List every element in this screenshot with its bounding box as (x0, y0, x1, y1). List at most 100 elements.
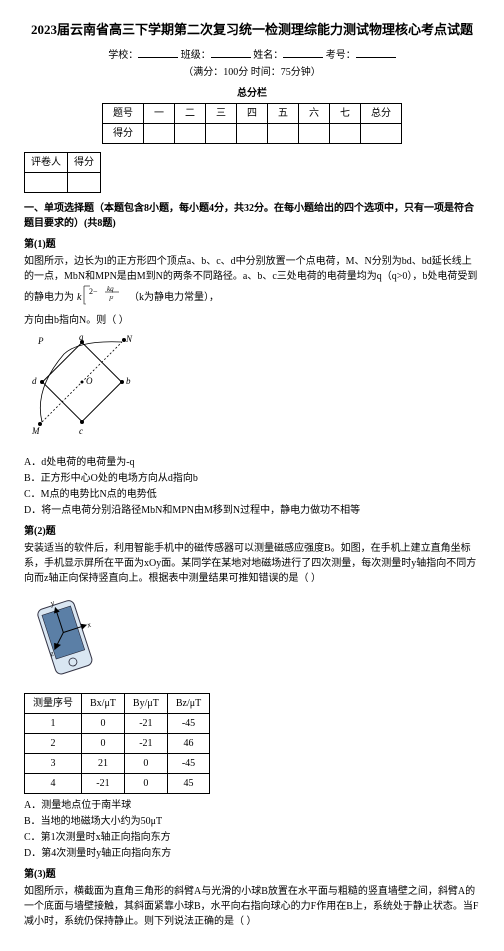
q2-label: 第(2)题 (24, 524, 480, 539)
cell: 测量序号 (25, 693, 82, 713)
label-a: a (79, 334, 84, 342)
score-caption: 总分栏 (24, 86, 480, 101)
choice-a: A．测量地点位于南半球 (24, 798, 480, 813)
label-M: M (31, 426, 40, 436)
table-row: 测量序号 Bx/μT By/μT Bz/μT (25, 693, 210, 713)
cell: -45 (167, 713, 209, 733)
q1-choices: A．d处电荷的电荷量为-q B．正方形中心O处的电场方向从d指向b C．M点的电… (24, 455, 480, 518)
name-blank (283, 46, 323, 58)
svg-text:k: k (77, 292, 82, 303)
cell (144, 123, 175, 143)
q1-body-2: （k为静电力常量）， (129, 291, 219, 302)
q2-data-table: 测量序号 Bx/μT By/μT Bz/μT 1 0 -21 -45 2 0 -… (24, 693, 210, 794)
cell: 0 (124, 753, 167, 773)
formula-icon: k 2− kq l² (77, 284, 127, 311)
grader-table: 评卷人 得分 (24, 152, 101, 193)
cell: 46 (167, 733, 209, 753)
svg-text:kq: kq (107, 285, 114, 293)
cell: -21 (82, 773, 125, 793)
q2-choices: A．测量地点位于南半球 B．当地的地磁场大小约为50μT C．第1次测量时x轴正… (24, 798, 480, 861)
cell: 21 (82, 753, 125, 773)
choice-d: D．第4次测量时y轴正向指向东方 (24, 846, 480, 861)
cell: 3 (25, 753, 82, 773)
school-label: 学校： (108, 50, 138, 61)
table-row: 1 0 -21 -45 (25, 713, 210, 733)
cell (206, 123, 237, 143)
cell: 二 (175, 103, 206, 123)
label-b: b (126, 376, 131, 386)
cell: 2 (25, 733, 82, 753)
cell: 四 (237, 103, 268, 123)
choice-a: A．d处电荷的电荷量为-q (24, 455, 480, 470)
examno-label: 考号： (326, 50, 356, 61)
cell: -45 (167, 753, 209, 773)
cell (175, 123, 206, 143)
cell (25, 172, 68, 192)
cell: 七 (330, 103, 361, 123)
cell: 得分 (68, 152, 101, 172)
cell: 45 (167, 773, 209, 793)
score-table: 题号 一 二 三 四 五 六 七 总分 得分 (102, 103, 402, 144)
table-row: 题号 一 二 三 四 五 六 七 总分 (103, 103, 402, 123)
page-title: 2023届云南省高三下学期第二次复习统一检测理综能力测试物理核心考点试题 (24, 20, 480, 40)
cell: Bz/μT (167, 693, 209, 713)
cell (299, 123, 330, 143)
label-O: O (86, 376, 93, 386)
cell: 1 (25, 713, 82, 733)
cell (361, 123, 402, 143)
cell (68, 172, 101, 192)
label-c: c (79, 426, 83, 436)
cell: 4 (25, 773, 82, 793)
choice-c: C．第1次测量时x轴正向指向东方 (24, 830, 480, 845)
cell: -21 (124, 733, 167, 753)
cell (330, 123, 361, 143)
choice-b: B．当地的地磁场大小约为50μT (24, 814, 480, 829)
section-heading: 一、单项选择题（本题包含8小题，每小题4分，共32分。在每小题给出的四个选项中，… (24, 201, 480, 231)
cell: 评卷人 (25, 152, 68, 172)
cell: 得分 (103, 123, 144, 143)
label-N: N (125, 334, 133, 344)
cell: -21 (124, 713, 167, 733)
choice-d: D．将一点电荷分别沿路径MbN和MPN由M移到N过程中，静电力做功不相等 (24, 503, 480, 518)
table-row: 得分 (103, 123, 402, 143)
cell: 0 (82, 733, 125, 753)
cell: 六 (299, 103, 330, 123)
cell: 0 (124, 773, 167, 793)
table-row: 3 21 0 -45 (25, 753, 210, 773)
q2-body: 安装适当的软件后，利用智能手机中的磁传感器可以测量磁感应强度B。如图，在手机上建… (24, 541, 480, 586)
q1-label: 第(1)题 (24, 237, 480, 252)
table-row: 4 -21 0 45 (25, 773, 210, 793)
examno-blank (356, 46, 396, 58)
cell: 三 (206, 103, 237, 123)
cell: Bx/μT (82, 693, 125, 713)
class-blank (211, 46, 251, 58)
class-label: 班级： (181, 50, 211, 61)
cell: 一 (144, 103, 175, 123)
school-blank (138, 46, 178, 58)
cell (237, 123, 268, 143)
q1-diagram: P a b c d O M N (24, 334, 480, 449)
svg-text:l²: l² (109, 295, 114, 303)
cell (268, 123, 299, 143)
choice-b: B．正方形中心O处的电场方向从d指向b (24, 471, 480, 486)
table-row (25, 172, 101, 192)
label-d: d (32, 376, 37, 386)
table-row: 评卷人 得分 (25, 152, 101, 172)
q3-label: 第(3)题 (24, 867, 480, 882)
cell: 0 (82, 713, 125, 733)
q3-body: 如图所示，横截面为直角三角形的斜臂A与光滑的小球B放置在水平面与粗糙的竖直墙壁之… (24, 884, 480, 929)
meta-line-fields: 学校： 班级： 姓名： 考号： (24, 46, 480, 63)
cell: By/μT (124, 693, 167, 713)
choice-c: C．M点的电势比N点的电势低 (24, 487, 480, 502)
label-P: P (37, 336, 44, 346)
q1-body: 如图所示，边长为l的正方形四个顶点a、b、c、d中分别放置一个点电荷，M、N分别… (24, 254, 480, 311)
q1-body-3: 方向由b指向N。则（ ） (24, 313, 480, 328)
name-label: 姓名： (253, 50, 283, 61)
cell: 题号 (103, 103, 144, 123)
cell: 五 (268, 103, 299, 123)
svg-text:2−: 2− (89, 287, 98, 296)
table-row: 2 0 -21 46 (25, 733, 210, 753)
cell: 总分 (361, 103, 402, 123)
duration-line: （满分：100分 时间：75分钟） (24, 65, 480, 80)
q2-diagram: y x z (24, 592, 480, 687)
